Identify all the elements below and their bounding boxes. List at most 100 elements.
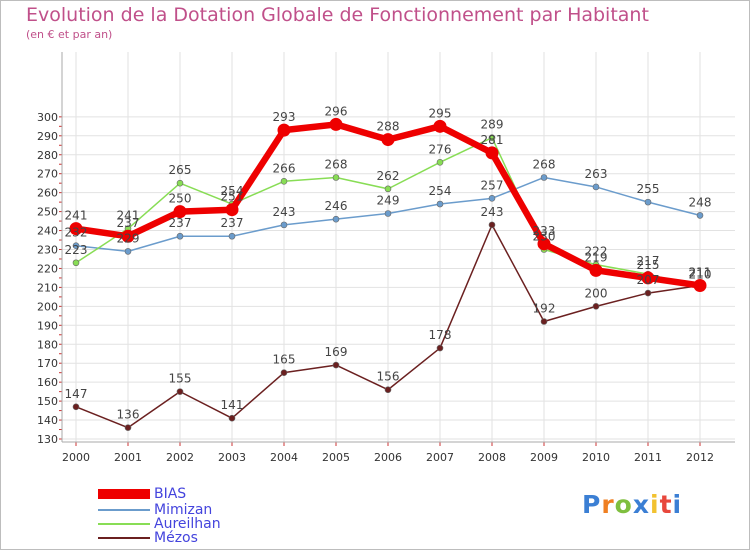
data-label-aureilhan: 217 [637,254,660,268]
logo-letter: t [659,490,673,519]
y-tick-label: 290 [37,130,58,143]
data-label-mimizan: 268 [533,157,556,171]
x-tick-label: 2012 [686,451,714,464]
y-tick-label: 240 [37,225,58,238]
data-label-bias: 281 [481,133,504,147]
data-label-bias: 295 [429,106,452,120]
data-label-mezos: 155 [169,372,192,386]
data-label-mimizan: 243 [273,205,296,219]
logo-letter: i [650,490,660,519]
data-label-bias: 241 [65,209,88,223]
data-point-mezos [488,221,496,229]
legend-label-mimizan: Mimizan [154,502,213,518]
data-label-bias: 251 [221,190,244,204]
data-label-bias: 215 [637,258,660,272]
data-label-bias: 211 [689,266,712,280]
data-point-mezos [228,414,236,422]
data-point-mezos [72,403,80,411]
data-point-mimizan [644,198,652,206]
data-label-aureilhan: 210 [689,267,712,281]
x-tick-label: 2007 [426,451,454,464]
data-point-bias [693,279,707,293]
x-tick-label: 2000 [62,451,90,464]
y-tick-label: 140 [37,414,58,427]
data-label-aureilhan: 223 [65,243,88,257]
legend-swatch-bias [98,489,150,499]
data-point-mimizan [696,212,704,219]
data-label-bias: 237 [117,216,140,230]
data-point-mimizan [540,174,548,181]
y-tick-label: 210 [37,281,58,294]
data-point-mimizan [124,248,132,255]
data-point-mimizan [228,232,236,240]
x-tick-label: 2002 [166,451,194,464]
logo-letter: o [614,490,633,519]
data-label-mimizan: 232 [65,226,88,240]
y-tick-label: 200 [37,300,58,313]
data-point-mezos [436,344,444,352]
x-tick-label: 2006 [374,451,402,464]
x-tick-label: 2009 [530,451,558,464]
data-point-mimizan [280,221,288,229]
data-label-bias: 233 [533,224,556,238]
data-point-mezos [540,318,548,325]
legend-label-mezos: Mézos [154,530,198,546]
data-point-bias [121,229,135,243]
data-label-mimizan: 254 [429,184,452,198]
logo-letter: x [632,490,650,519]
data-label-bias: 296 [325,104,348,118]
x-tick-label: 2003 [218,451,246,464]
data-point-mezos [176,388,184,395]
data-label-mezos: 165 [273,353,296,367]
data-point-mezos [384,386,392,394]
data-label-mezos: 136 [117,408,140,422]
y-tick-label: 300 [37,111,58,124]
data-label-aureilhan: 276 [429,142,452,156]
data-point-bias [173,205,187,219]
y-tick-label: 170 [37,357,58,370]
data-label-mezos: 178 [429,328,452,342]
data-point-mimizan [436,200,444,208]
y-tick-label: 270 [37,168,58,181]
data-label-aureilhan: 230 [533,230,556,244]
y-tick-label: 250 [37,206,58,219]
data-point-mezos [280,369,288,376]
logo-letter: r [601,490,615,519]
data-label-bias: 293 [273,110,296,124]
y-tick-label: 230 [37,244,58,257]
chart-subtitle: (en € et par an) [26,28,113,41]
y-tick-label: 130 [37,433,58,446]
data-point-aureilhan [384,185,392,193]
x-tick-label: 2004 [270,451,298,464]
y-tick-label: 150 [37,395,58,408]
data-label-mezos: 207 [637,273,660,287]
data-label-mezos: 169 [325,345,348,359]
chart-title: Evolution de la Dotation Globale de Fonc… [26,4,649,26]
data-label-aureilhan: 266 [273,161,296,175]
logo-letter: i [672,490,683,519]
data-point-bias [381,133,395,147]
y-tick-label: 160 [37,376,58,389]
x-tick-label: 2010 [582,451,610,464]
data-label-aureilhan: 222 [585,245,608,259]
x-tick-label: 2008 [478,451,506,464]
data-point-bias [277,123,291,137]
data-point-mezos [592,303,600,310]
y-tick-label: 260 [37,187,58,200]
data-label-mimizan: 263 [585,167,608,181]
y-tick-label: 180 [37,338,58,351]
y-tick-label: 220 [37,262,58,275]
data-point-bias [433,119,447,133]
data-label-bias: 219 [585,250,608,264]
data-label-bias: 250 [169,192,192,206]
data-point-aureilhan [176,179,184,187]
legend-swatch-mimizan [98,509,150,511]
data-point-aureilhan [332,174,340,181]
data-point-mezos [644,289,652,297]
data-label-mimizan: 249 [377,193,400,207]
data-point-mimizan [488,195,496,202]
data-point-bias [329,117,343,131]
x-tick-label: 2001 [114,451,142,464]
data-label-mimizan: 229 [117,231,140,245]
